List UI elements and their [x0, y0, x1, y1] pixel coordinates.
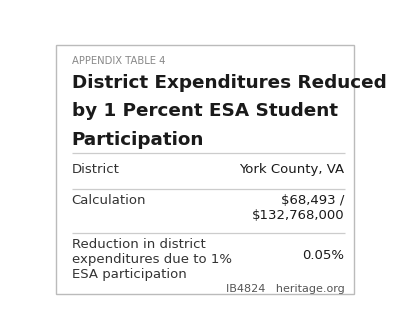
Text: by 1 Percent ESA Student: by 1 Percent ESA Student	[72, 102, 338, 120]
Text: 0.05%: 0.05%	[302, 249, 344, 262]
Text: York County, VA: York County, VA	[239, 163, 344, 176]
Text: APPENDIX TABLE 4: APPENDIX TABLE 4	[72, 56, 165, 66]
Text: District Expenditures Reduced: District Expenditures Reduced	[72, 74, 386, 92]
Text: IB4824   heritage.org: IB4824 heritage.org	[226, 284, 344, 294]
Text: $68,493 /
$132,768,000: $68,493 / $132,768,000	[252, 194, 344, 222]
FancyBboxPatch shape	[56, 45, 354, 294]
Text: Calculation: Calculation	[72, 194, 146, 207]
Text: District: District	[72, 163, 120, 176]
Text: Reduction in district
expenditures due to 1%
ESA participation: Reduction in district expenditures due t…	[72, 238, 232, 281]
Text: Participation: Participation	[72, 131, 204, 149]
